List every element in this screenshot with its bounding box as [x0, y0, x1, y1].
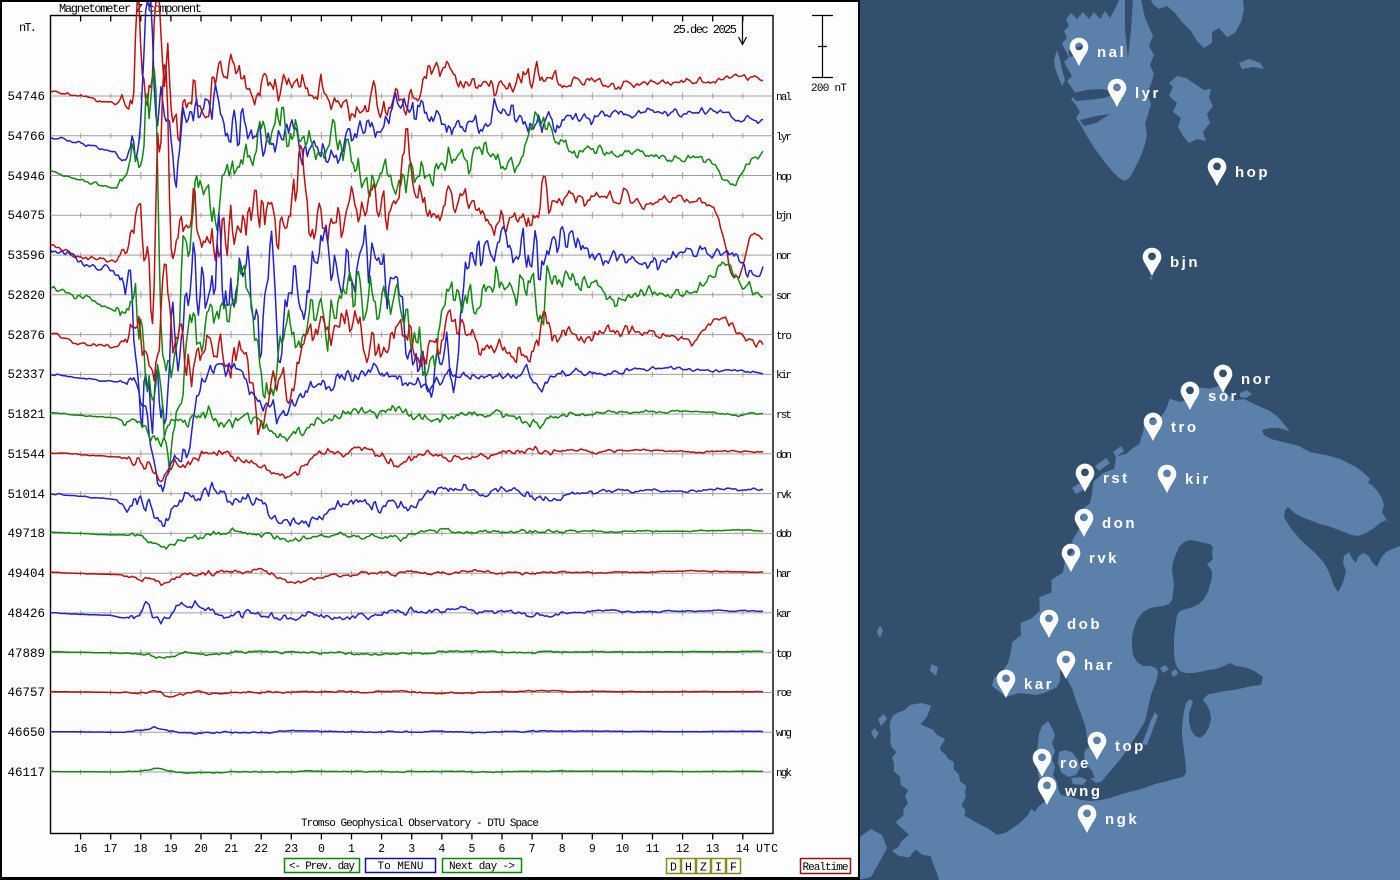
svg-text:lyr: lyr	[776, 132, 792, 144]
svg-text:8: 8	[559, 843, 566, 856]
svg-text:6: 6	[499, 843, 506, 856]
svg-text:46117: 46117	[7, 766, 45, 780]
svg-text:51014: 51014	[7, 488, 45, 502]
svg-text:1: 1	[348, 843, 355, 856]
svg-text:don: don	[1102, 515, 1137, 532]
svg-text:top: top	[776, 649, 792, 661]
svg-text:20: 20	[194, 843, 208, 856]
svg-text:I: I	[715, 862, 722, 875]
svg-text:9: 9	[589, 843, 596, 856]
svg-text:kir: kir	[1185, 471, 1211, 488]
svg-text:46757: 46757	[7, 686, 45, 700]
svg-text:25.dec 2025: 25.dec 2025	[673, 23, 737, 37]
svg-text:Next day ->: Next day ->	[449, 861, 515, 873]
svg-text:10: 10	[615, 843, 629, 856]
svg-text:dob: dob	[1067, 616, 1102, 633]
svg-text:har: har	[776, 569, 792, 581]
svg-text:13: 13	[706, 843, 720, 856]
svg-text:16: 16	[74, 843, 88, 856]
svg-text:49718: 49718	[7, 527, 45, 541]
svg-text:H: H	[685, 862, 692, 875]
svg-text:bjn: bjn	[776, 211, 792, 223]
svg-text:5: 5	[468, 843, 475, 856]
svg-text:23: 23	[284, 843, 298, 856]
svg-text:17: 17	[104, 843, 118, 856]
svg-text:Tromso Geophysical Observatory: Tromso Geophysical Observatory - DTU Spa…	[301, 818, 539, 830]
svg-text:roe: roe	[1060, 755, 1091, 772]
svg-text:hop: hop	[1235, 164, 1270, 181]
svg-text:Z: Z	[700, 862, 707, 875]
svg-text:12: 12	[676, 843, 690, 856]
svg-text:51544: 51544	[7, 448, 45, 462]
svg-text:<- Prev. day: <- Prev. day	[289, 861, 355, 873]
svg-text:kir: kir	[776, 370, 792, 382]
svg-text:UTC: UTC	[756, 843, 778, 856]
svg-text:19: 19	[164, 843, 178, 856]
svg-text:54075: 54075	[7, 209, 45, 223]
svg-text:3: 3	[408, 843, 415, 856]
svg-text:21: 21	[224, 843, 238, 856]
svg-text:nor: nor	[776, 251, 792, 263]
svg-text:nor: nor	[1241, 371, 1273, 388]
svg-text:nT.: nT.	[19, 21, 37, 35]
svg-text:tro: tro	[776, 331, 792, 343]
svg-text:har: har	[1084, 657, 1115, 674]
svg-text:wng: wng	[776, 728, 792, 740]
svg-text:tro: tro	[1171, 419, 1199, 436]
svg-text:bjn: bjn	[1170, 254, 1200, 271]
svg-text:F: F	[730, 862, 737, 875]
svg-text:rvk: rvk	[776, 490, 792, 502]
svg-text:52820: 52820	[7, 289, 45, 303]
svg-text:14: 14	[736, 843, 750, 856]
svg-text:nal: nal	[776, 92, 792, 104]
svg-text:kar: kar	[1024, 676, 1054, 693]
svg-text:52876: 52876	[7, 329, 45, 343]
svg-text:Realtime: Realtime	[803, 862, 849, 874]
svg-text:D: D	[670, 862, 677, 875]
svg-text:4: 4	[438, 843, 445, 856]
svg-text:sor: sor	[776, 291, 792, 303]
svg-text:wng: wng	[1064, 783, 1103, 800]
svg-text:dob: dob	[776, 529, 792, 541]
svg-text:To MENU: To MENU	[378, 861, 424, 873]
svg-text:54766: 54766	[7, 130, 45, 144]
svg-text:46650: 46650	[7, 726, 45, 740]
svg-text:roe: roe	[776, 688, 792, 700]
svg-text:nal: nal	[1097, 44, 1126, 61]
svg-text:53596: 53596	[7, 249, 45, 263]
svg-text:sor: sor	[1208, 388, 1239, 405]
svg-text:Magnetometer Z component: Magnetometer Z component	[59, 2, 202, 16]
svg-text:22: 22	[254, 843, 268, 856]
svg-text:top: top	[1115, 738, 1146, 755]
svg-text:ngk: ngk	[1105, 811, 1139, 828]
svg-text:7: 7	[529, 843, 536, 856]
svg-text:kar: kar	[776, 609, 792, 621]
svg-text:rvk: rvk	[1089, 550, 1119, 567]
svg-text:200 nT: 200 nT	[811, 83, 847, 95]
svg-text:rst: rst	[776, 410, 792, 422]
svg-text:rst: rst	[1103, 470, 1130, 487]
svg-text:0: 0	[318, 843, 325, 856]
svg-text:51821: 51821	[7, 408, 45, 422]
svg-text:2: 2	[378, 843, 385, 856]
svg-text:don: don	[776, 450, 792, 462]
svg-text:lyr: lyr	[1135, 85, 1161, 102]
svg-text:48426: 48426	[7, 607, 45, 621]
svg-text:47889: 47889	[7, 647, 45, 661]
svg-text:hop: hop	[776, 172, 792, 184]
svg-text:ngk: ngk	[776, 768, 792, 780]
svg-text:49404: 49404	[7, 567, 45, 581]
svg-text:18: 18	[134, 843, 148, 856]
svg-text:54746: 54746	[7, 90, 45, 104]
svg-text:54946: 54946	[7, 170, 45, 184]
svg-text:52337: 52337	[7, 368, 45, 382]
svg-text:11: 11	[646, 843, 660, 856]
